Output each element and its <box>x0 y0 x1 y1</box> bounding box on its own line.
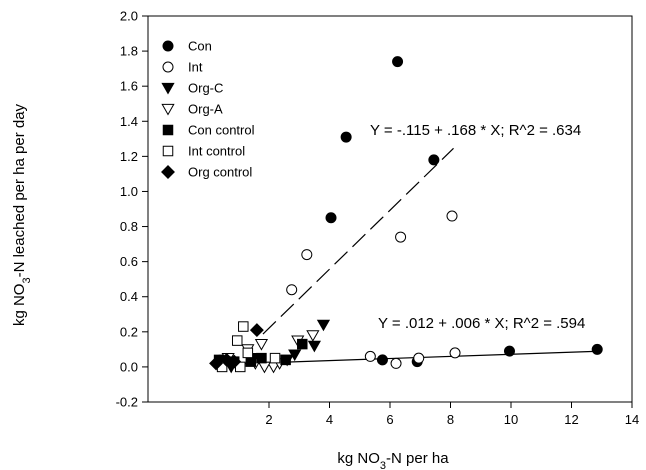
legend-label: Org-A <box>188 102 223 117</box>
data-point <box>316 319 331 332</box>
data-point <box>503 345 515 357</box>
data-point <box>209 356 224 371</box>
y-tick-label: 1.6 <box>120 79 138 94</box>
data-point <box>286 284 298 296</box>
y-tick-label: 1.4 <box>120 114 138 129</box>
x-tick-label: 8 <box>447 412 454 427</box>
fit-equations: Y = -.115 + .168 * X; R^2 = .634 Y = .012… <box>370 122 585 332</box>
y-tick-label: 1.8 <box>120 44 138 59</box>
y-tick-label: 1.0 <box>120 184 138 199</box>
data-point <box>231 335 243 346</box>
legend-marker <box>162 145 174 157</box>
legend-marker <box>162 61 174 73</box>
data-point <box>307 340 321 353</box>
data-point <box>256 352 267 364</box>
plot-border <box>147 15 633 403</box>
data-points <box>209 56 603 374</box>
data-point <box>376 354 388 366</box>
y-tick-label: 0.0 <box>120 359 138 374</box>
legend: Con Int Org-C Org-A Con control Int control Or… <box>161 39 255 180</box>
legend-label: Con <box>188 39 212 54</box>
data-point <box>395 231 407 243</box>
data-point <box>325 212 337 224</box>
data-point <box>257 361 272 374</box>
regression-line-dashed <box>262 147 454 335</box>
y-tick-label: -0.2 <box>116 395 138 410</box>
data-point <box>254 339 269 351</box>
y-tick-label: 0.2 <box>120 324 138 339</box>
legend-label: Org control <box>188 165 252 180</box>
data-point <box>227 354 242 369</box>
fit-equation: Y = .012 + .006 * X; R^2 = .594 <box>378 315 585 332</box>
data-point <box>449 347 461 359</box>
x-tick-label: 6 <box>386 412 393 427</box>
plot-frame <box>147 15 633 403</box>
x-tick-label: 2 <box>265 412 272 427</box>
data-point <box>392 56 404 68</box>
axis-ticks: 2 4 6 8 10 12 14 -0.2 0.0 0.2 0.4 0.6 0.8 1.0 1.2 1.4 1.… <box>116 9 640 428</box>
series-org-control <box>209 323 264 371</box>
y-tick-label: 2.0 <box>120 9 138 24</box>
legend-marker <box>161 103 175 116</box>
x-tick-label: 14 <box>625 412 639 427</box>
data-point <box>390 357 402 369</box>
data-point <box>269 352 281 364</box>
data-point <box>446 210 458 222</box>
data-point <box>428 154 440 166</box>
data-point <box>413 352 425 364</box>
series-int <box>286 210 461 369</box>
x-tick-label: 12 <box>564 412 578 427</box>
y-tick-label: 1.2 <box>120 149 138 164</box>
y-axis-title: kg NO3-N leached per ha per day <box>11 103 33 326</box>
series-con <box>325 56 603 368</box>
data-point <box>238 321 249 332</box>
x-tick-label: 4 <box>326 412 333 427</box>
fit-equation: Y = -.115 + .168 * X; R^2 = .634 <box>370 122 581 139</box>
data-point <box>306 330 320 342</box>
x-axis-title: kg NO3-N per ha <box>337 450 449 470</box>
legend-marker <box>161 82 175 95</box>
legend-label: Con control <box>188 123 255 138</box>
legend-label: Int <box>188 60 203 75</box>
data-point <box>280 354 291 366</box>
y-tick-label: 0.4 <box>120 289 138 304</box>
data-point <box>340 131 352 143</box>
legend-marker <box>161 165 175 179</box>
data-point <box>297 338 308 350</box>
y-tick-label: 0.6 <box>120 254 138 269</box>
x-tick-label: 10 <box>504 412 518 427</box>
data-point <box>364 350 376 362</box>
regression-lines <box>217 147 599 366</box>
data-point <box>245 356 257 367</box>
data-point <box>249 323 264 338</box>
legend-label: Org-C <box>188 81 223 96</box>
data-point <box>591 343 603 355</box>
data-point <box>242 347 254 359</box>
legend-marker <box>162 40 174 52</box>
data-point <box>301 249 313 261</box>
y-tick-label: 0.8 <box>120 219 138 234</box>
legend-label: Int control <box>188 144 245 159</box>
legend-marker <box>162 124 174 136</box>
